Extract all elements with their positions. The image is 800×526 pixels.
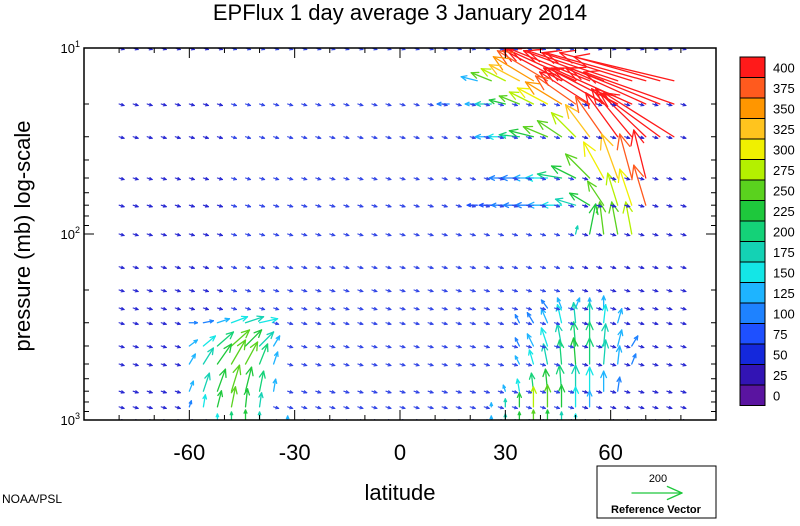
credit-label: NOAA/PSL <box>2 492 62 506</box>
colorbar-label: 150 <box>773 265 795 280</box>
colorbar: 4003753503253002752502252001751501251007… <box>740 57 795 406</box>
colorbar-label: 50 <box>773 347 787 362</box>
colorbar-swatch <box>740 221 765 242</box>
colorbar-swatch <box>740 139 765 160</box>
colorbar-swatch <box>740 262 765 283</box>
colorbar-swatch <box>740 98 765 119</box>
colorbar-label: 75 <box>773 327 787 342</box>
colorbar-label: 100 <box>773 306 795 321</box>
colorbar-label: 225 <box>773 204 795 219</box>
colorbar-swatch <box>740 365 765 386</box>
colorbar-swatch <box>740 201 765 222</box>
x-tick-label: 60 <box>598 440 622 465</box>
colorbar-swatch <box>740 119 765 140</box>
colorbar-label: 25 <box>773 368 787 383</box>
colorbar-swatch <box>740 242 765 263</box>
flux-vector <box>441 24 491 48</box>
colorbar-label: 175 <box>773 245 795 260</box>
colorbar-label: 400 <box>773 60 795 75</box>
colorbar-label: 250 <box>773 183 795 198</box>
y-tick-label: 103 <box>61 411 80 428</box>
colorbar-swatch <box>740 180 765 201</box>
reference-vector-label: Reference Vector <box>611 504 702 516</box>
x-tick-label: 0 <box>394 440 406 465</box>
colorbar-label: 350 <box>773 101 795 116</box>
x-axis-label: latitude <box>365 480 436 505</box>
colorbar-label: 0 <box>773 388 780 403</box>
chart-title: EPFlux 1 day average 3 January 2014 <box>213 0 587 25</box>
colorbar-swatch <box>740 160 765 181</box>
flux-vector <box>437 28 477 48</box>
y-axis-label: pressure (mb) log-scale <box>10 120 35 351</box>
x-tick-label: 30 <box>493 440 517 465</box>
colorbar-label: 375 <box>773 81 795 96</box>
reference-vector-value: 200 <box>649 473 667 485</box>
colorbar-label: 275 <box>773 163 795 178</box>
y-tick-label: 101 <box>61 39 80 56</box>
x-tick-label: -30 <box>279 440 311 465</box>
colorbar-swatch <box>740 57 765 78</box>
colorbar-label: 325 <box>773 122 795 137</box>
colorbar-swatch <box>740 283 765 304</box>
y-tick-label: 102 <box>61 225 80 242</box>
colorbar-swatch <box>740 385 765 406</box>
x-tick-label: -60 <box>173 440 205 465</box>
colorbar-swatch <box>740 303 765 324</box>
colorbar-swatch <box>740 324 765 345</box>
colorbar-label: 125 <box>773 286 795 301</box>
reference-vector-box: 200 Reference Vector <box>597 466 716 518</box>
colorbar-swatch <box>740 78 765 99</box>
colorbar-swatch <box>740 344 765 365</box>
colorbar-label: 300 <box>773 142 795 157</box>
colorbar-label: 200 <box>773 224 795 239</box>
